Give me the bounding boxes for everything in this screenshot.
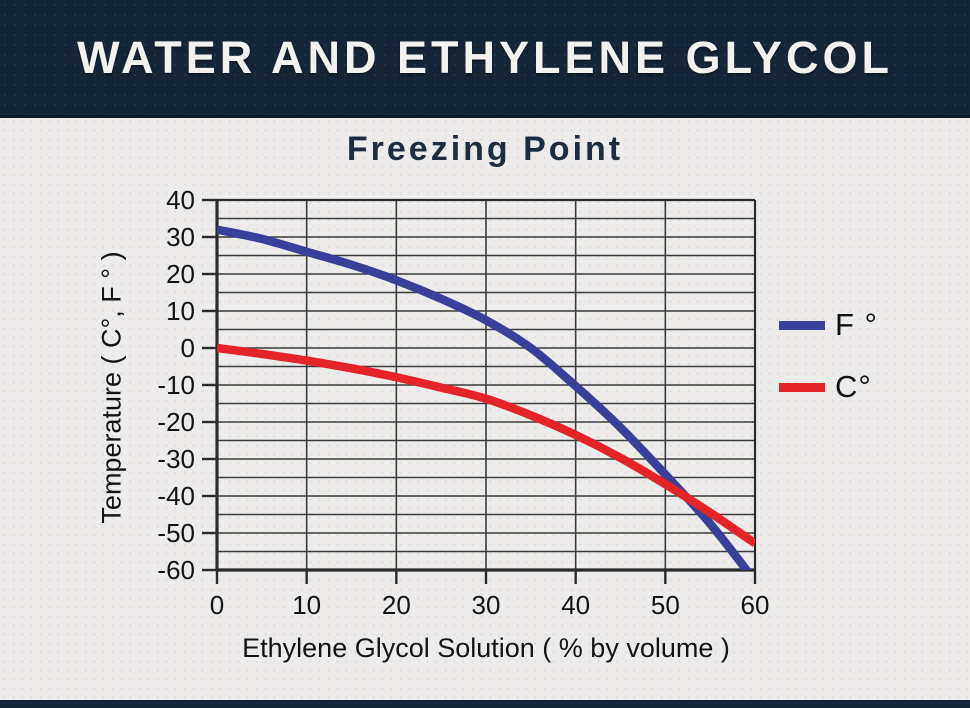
x-tick-label: 10	[292, 590, 321, 620]
y-tick-label: -50	[157, 518, 195, 548]
chart-legend: F ° C°	[779, 307, 964, 432]
x-tick-label: 0	[210, 590, 224, 620]
y-tick-label: 40	[166, 185, 195, 215]
x-tick-label: 20	[382, 590, 411, 620]
y-tick-label: 20	[166, 259, 195, 289]
y-tick-label: 10	[166, 296, 195, 326]
chart-title: Freezing Point	[346, 130, 624, 168]
fahrenheit-line-swatch	[779, 320, 825, 330]
x-axis-title: Ethylene Glycol Solution ( % by volume )	[242, 633, 730, 663]
y-tick-label: -20	[157, 407, 195, 437]
x-tick-label: 40	[561, 590, 590, 620]
legend-item-celsius: C°	[779, 369, 964, 404]
legend-item-fahrenheit: F °	[779, 307, 964, 342]
header-banner: WATER AND ETHYLENE GLYCOL	[0, 0, 970, 118]
celsius-curve	[217, 343, 755, 547]
y-tick-label: -40	[157, 481, 195, 511]
legend-label-fahrenheit: F °	[835, 307, 878, 342]
y-tick-label: 30	[166, 222, 195, 252]
fahrenheit-curve	[217, 225, 752, 570]
footer-bar	[0, 700, 970, 708]
x-tick-label: 60	[741, 590, 770, 620]
page-title: WATER AND ETHYLENE GLYCOL	[77, 31, 893, 83]
legend-label-celsius: C°	[835, 369, 872, 404]
y-axis-title: Temperature ( C°, F ° )	[96, 251, 127, 524]
y-tick-label: 0	[181, 333, 195, 363]
x-tick-label: 30	[472, 590, 501, 620]
y-tick-label: -30	[157, 444, 195, 474]
y-tick-label: -10	[157, 370, 195, 400]
y-tick-label: -60	[157, 555, 195, 585]
x-tick-label: 50	[651, 590, 680, 620]
celsius-line-swatch	[779, 382, 825, 392]
